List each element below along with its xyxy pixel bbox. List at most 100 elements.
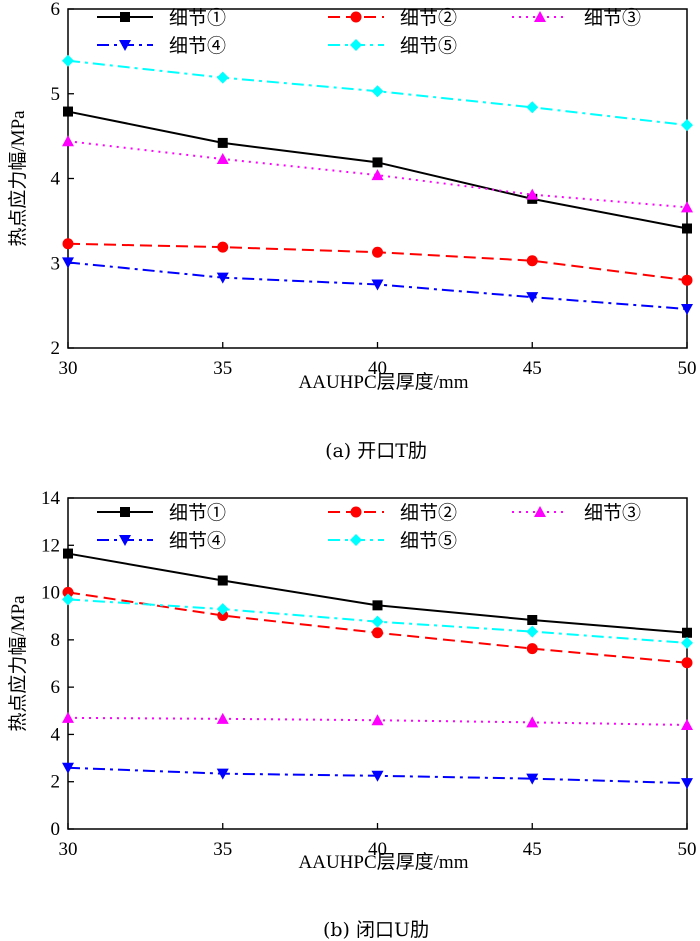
data-point-marker	[526, 716, 539, 728]
legend-marker	[350, 506, 362, 518]
data-point-marker	[217, 610, 229, 622]
legend-marker	[120, 507, 130, 517]
data-point-marker	[372, 627, 383, 639]
series-5	[62, 54, 693, 132]
legend-entry: 细节②	[328, 7, 457, 29]
data-point-marker	[371, 615, 384, 628]
x-tick-label: 35	[213, 358, 232, 379]
y-axis-label: 热点应力幅/MPa	[7, 110, 29, 247]
series-3	[62, 711, 693, 730]
x-tick-label: 30	[59, 839, 78, 860]
legend-label: 细节③	[584, 502, 641, 524]
y-tick-label: 8	[51, 630, 61, 651]
data-point-marker	[526, 625, 539, 638]
data-point-marker	[62, 135, 74, 147]
data-point-marker	[681, 657, 693, 669]
y-tick-label: 6	[51, 0, 61, 20]
y-tick-label: 14	[41, 488, 61, 509]
data-point-marker	[372, 246, 383, 258]
data-point-marker	[372, 157, 383, 168]
data-point-marker	[217, 137, 228, 148]
data-point-marker	[681, 274, 693, 286]
legend-label: 细节②	[400, 7, 457, 29]
data-point-marker	[62, 711, 74, 723]
legend-marker	[350, 11, 362, 23]
x-tick-label: 45	[523, 839, 542, 860]
y-tick-label: 10	[41, 583, 60, 604]
x-tick-label: 40	[368, 358, 387, 379]
y-tick-label: 2	[51, 338, 61, 359]
data-point-marker	[63, 548, 73, 559]
y-tick-label: 2	[51, 772, 61, 793]
legend-marker	[350, 39, 362, 51]
data-point-marker	[371, 770, 384, 782]
data-point-marker	[681, 718, 693, 730]
legend-marker	[534, 506, 546, 517]
y-tick-label: 5	[51, 84, 61, 105]
legend-marker	[350, 534, 362, 546]
figure-caption: (a) 开口T肋	[325, 440, 427, 462]
data-point-marker	[62, 586, 74, 598]
y-tick-label: 6	[51, 677, 61, 698]
data-point-marker	[62, 257, 74, 269]
x-axis-label: AAUHPC层厚度/mm	[299, 371, 469, 393]
data-point-marker	[681, 304, 693, 316]
data-point-marker	[372, 600, 383, 611]
legend-label: 细节⑤	[400, 530, 457, 552]
legend-marker	[119, 40, 131, 51]
series-line	[67, 140, 688, 209]
series-1	[63, 548, 692, 638]
data-point-marker	[216, 712, 229, 724]
x-tick-label: 40	[368, 839, 387, 860]
data-point-marker	[681, 119, 693, 132]
legend-entry: 细节③	[512, 7, 641, 29]
x-axis-label: AAUHPC层厚度/mm	[299, 851, 469, 873]
legend-label: 细节④	[169, 530, 226, 552]
data-point-marker	[62, 593, 74, 606]
data-point-marker	[371, 85, 384, 98]
series-2	[62, 586, 693, 669]
data-point-marker	[526, 188, 539, 200]
legend-marker	[119, 535, 131, 546]
data-point-marker	[371, 279, 384, 291]
legend-entry: 细节③	[512, 502, 641, 524]
y-axis-label: 热点应力幅/MPa	[7, 595, 29, 732]
legend-label: 细节②	[400, 502, 457, 524]
data-point-marker	[62, 762, 74, 774]
x-tick-label: 50	[678, 358, 697, 379]
data-point-marker	[526, 292, 539, 304]
legend-label: 细节⑤	[400, 35, 457, 57]
y-tick-label: 3	[51, 253, 61, 274]
y-tick-label: 4	[51, 169, 61, 190]
y-tick-label: 4	[51, 724, 61, 745]
data-point-marker	[682, 223, 692, 234]
data-point-marker	[682, 627, 692, 638]
data-point-marker	[526, 101, 539, 114]
legend-entry: 细节①	[97, 502, 226, 524]
legend-entry: 细节⑤	[328, 35, 457, 57]
x-tick-label: 50	[678, 839, 697, 860]
data-point-marker	[216, 768, 229, 780]
legend-marker	[120, 12, 130, 22]
y-tick-label: 12	[41, 535, 60, 556]
chart-panel-1: 30 35 40 45 5023456AAUHPC层厚度/mm热点应力幅/MPa(a) …	[7, 0, 697, 462]
legend-label: 细节④	[169, 35, 226, 57]
data-point-marker	[681, 201, 693, 213]
legend-marker	[534, 11, 546, 22]
series-2	[62, 238, 693, 286]
y-tick-label: 0	[51, 819, 61, 840]
legend-label: 细节①	[169, 502, 226, 524]
legend-label: 细节③	[584, 7, 641, 29]
data-point-marker	[62, 238, 74, 250]
data-point-marker	[217, 241, 229, 253]
x-tick-label: 30	[59, 358, 78, 379]
series-3	[62, 135, 693, 213]
legend-entry: 细节②	[328, 502, 457, 524]
series-5	[62, 593, 693, 649]
legend-entry: 细节⑤	[328, 530, 457, 552]
chart-panel-2: 30 35 40 45 50 0 2 4 6 8 10 12 14 AAUHPC层厚度/mm 热点应力幅/M…	[7, 488, 697, 941]
data-point-marker	[681, 778, 693, 790]
data-point-marker	[681, 636, 693, 649]
